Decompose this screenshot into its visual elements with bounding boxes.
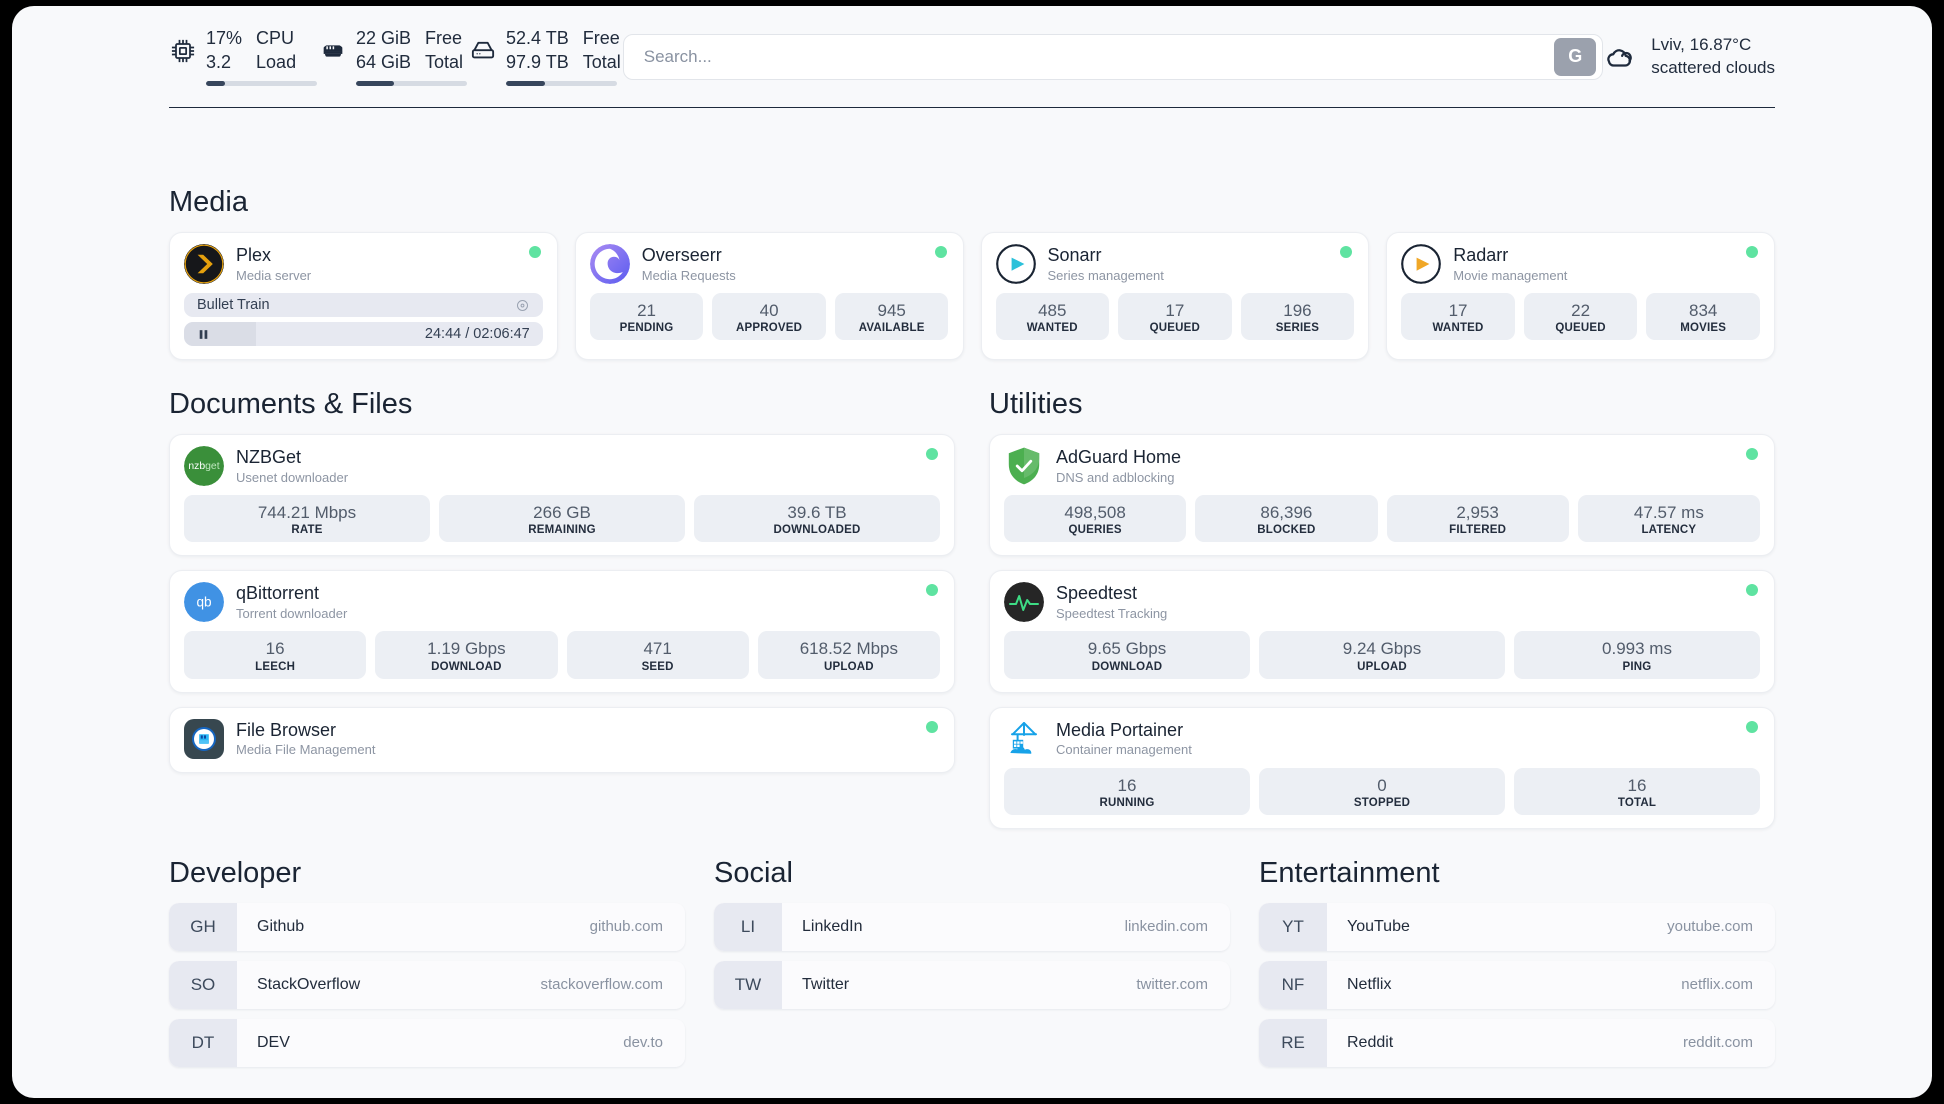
svg-text:nzbget: nzbget — [188, 461, 219, 472]
svg-text:qb: qb — [196, 595, 211, 610]
